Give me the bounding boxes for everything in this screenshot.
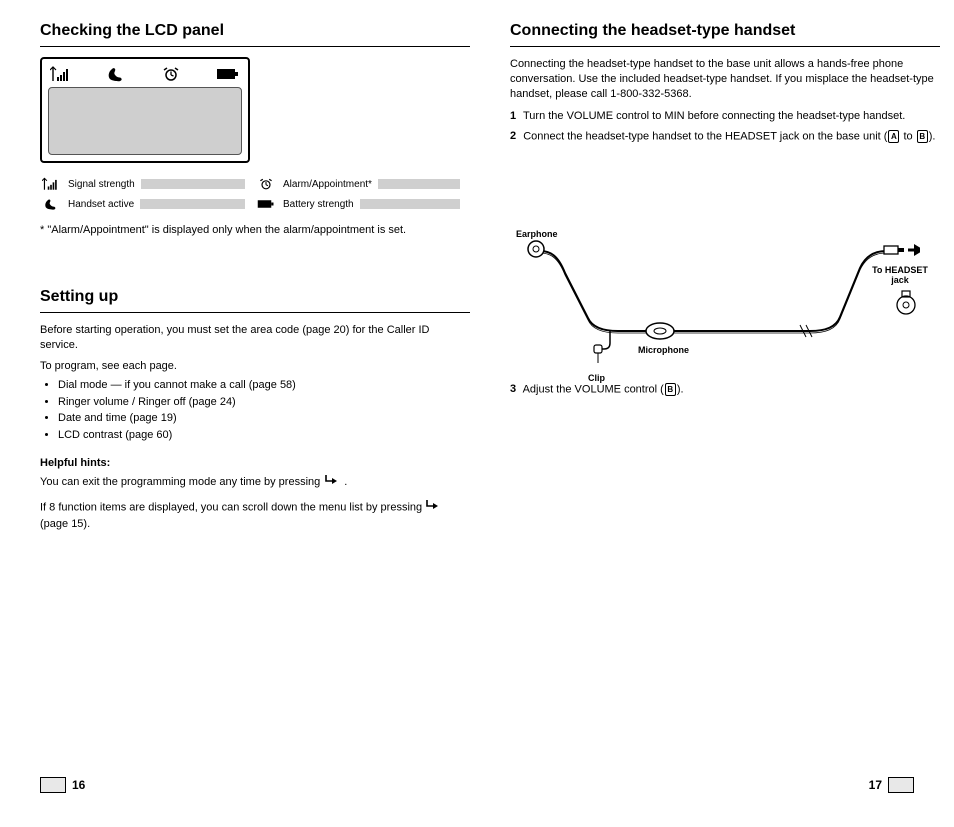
section-title-setup: Setting up bbox=[40, 266, 470, 310]
page-number-right: 17 bbox=[869, 778, 882, 792]
divider bbox=[510, 46, 940, 47]
scroll-key-icon bbox=[425, 498, 441, 517]
signal-icon bbox=[40, 177, 62, 191]
period: . bbox=[344, 475, 347, 490]
page-number-left: 16 bbox=[72, 778, 85, 792]
setup-list-item: LCD contrast (page 60) bbox=[58, 427, 470, 444]
legend-bar bbox=[141, 179, 245, 189]
left-column: Checking the LCD panel bbox=[40, 0, 470, 532]
lcd-screen bbox=[48, 87, 242, 155]
label-earphone: Earphone bbox=[516, 229, 558, 239]
section-title-headset: Connecting the headset-type handset bbox=[510, 0, 940, 44]
lcd-outer bbox=[40, 57, 250, 163]
setup-list-item: Dial mode — if you cannot make a call (p… bbox=[58, 377, 470, 394]
step-1: 1 Turn the VOLUME control to MIN before … bbox=[510, 110, 940, 122]
marker-a-icon: A bbox=[888, 130, 899, 143]
hint2b: (page 15). bbox=[40, 518, 90, 530]
section-title-lcd: Checking the LCD panel bbox=[40, 0, 470, 44]
legend-bar bbox=[140, 199, 245, 209]
legend-label-active: Handset active bbox=[68, 199, 134, 210]
legend-item-active: Handset active bbox=[40, 197, 245, 211]
legend-bar bbox=[360, 199, 460, 209]
divider bbox=[40, 312, 470, 313]
legend-label-battery: Battery strength bbox=[283, 199, 354, 210]
label-microphone: Microphone bbox=[638, 345, 689, 355]
setup-list-item: Ringer volume / Ringer off (page 24) bbox=[58, 394, 470, 411]
lcd-legend: Signal strength Alarm/Appointment* Hands… bbox=[40, 177, 460, 211]
lcd-footnote: * "Alarm/Appointment" is displayed only … bbox=[40, 223, 470, 238]
right-column: Connecting the headset-type handset Conn… bbox=[510, 0, 940, 396]
legend-bar bbox=[378, 179, 460, 189]
headset-cable-diagram: Earphone Microphone Clip To HEADSET jack bbox=[510, 213, 920, 363]
footer-right: 17 bbox=[869, 777, 914, 793]
legend-item-battery: Battery strength bbox=[255, 197, 460, 211]
battery-icon bbox=[216, 67, 240, 81]
page: Checking the LCD panel bbox=[0, 0, 954, 827]
label-to-jack: To HEADSET jack bbox=[870, 265, 930, 285]
setup-list: Dial mode — if you cannot make a call (p… bbox=[58, 377, 470, 443]
step2c: ). bbox=[929, 130, 936, 142]
signal-icon bbox=[50, 66, 72, 82]
footer-box-icon bbox=[888, 777, 914, 793]
marker-b-icon: B bbox=[917, 130, 928, 143]
legend-label-alarm: Alarm/Appointment* bbox=[283, 179, 372, 190]
handset-icon bbox=[40, 197, 62, 211]
battery-icon bbox=[255, 198, 277, 210]
handset-icon bbox=[107, 66, 125, 82]
setup-body2: To program, see each page. bbox=[40, 359, 470, 374]
alarm-icon bbox=[255, 177, 277, 191]
step-2: 2 Connect the headset-type handset to th… bbox=[510, 130, 940, 143]
setup-list-item: Date and time (page 19) bbox=[58, 410, 470, 427]
step2a: Connect the headset-type handset to the … bbox=[523, 130, 887, 142]
lcd-panel bbox=[40, 57, 250, 163]
setup-body1: Before starting operation, you must set … bbox=[40, 323, 470, 353]
hint2a: If 8 function items are displayed, you c… bbox=[40, 502, 422, 514]
legend-item-signal: Signal strength bbox=[40, 177, 245, 191]
step-number: 1 bbox=[510, 110, 516, 122]
step3a: Adjust the VOLUME control ( bbox=[523, 383, 664, 395]
step2b: to bbox=[900, 130, 915, 142]
hints-title: Helpful hints: bbox=[40, 457, 470, 469]
marker-b-icon: B bbox=[665, 383, 676, 396]
exit-key-icon bbox=[324, 473, 340, 492]
cable-svg bbox=[510, 213, 920, 363]
legend-label-signal: Signal strength bbox=[68, 179, 135, 190]
hint2: If 8 function items are displayed, you c… bbox=[40, 498, 470, 532]
label-clip: Clip bbox=[588, 373, 605, 383]
step1-text: Turn the VOLUME control to MIN before co… bbox=[523, 110, 905, 122]
hint1-text: You can exit the programming mode any ti… bbox=[40, 475, 320, 490]
footer-box-icon bbox=[40, 777, 66, 793]
lcd-icon-row bbox=[48, 63, 242, 85]
step-number: 2 bbox=[510, 130, 516, 142]
footer-left: 16 bbox=[40, 777, 85, 793]
divider bbox=[40, 46, 470, 47]
step-3: 3 Adjust the VOLUME control (B). bbox=[510, 383, 940, 396]
headset-body: Connecting the headset-type handset to t… bbox=[510, 57, 940, 102]
alarm-icon bbox=[161, 66, 181, 82]
hint1: You can exit the programming mode any ti… bbox=[40, 473, 470, 492]
legend-item-alarm: Alarm/Appointment* bbox=[255, 177, 460, 191]
step-number: 3 bbox=[510, 383, 516, 395]
step3b: ). bbox=[677, 383, 684, 395]
